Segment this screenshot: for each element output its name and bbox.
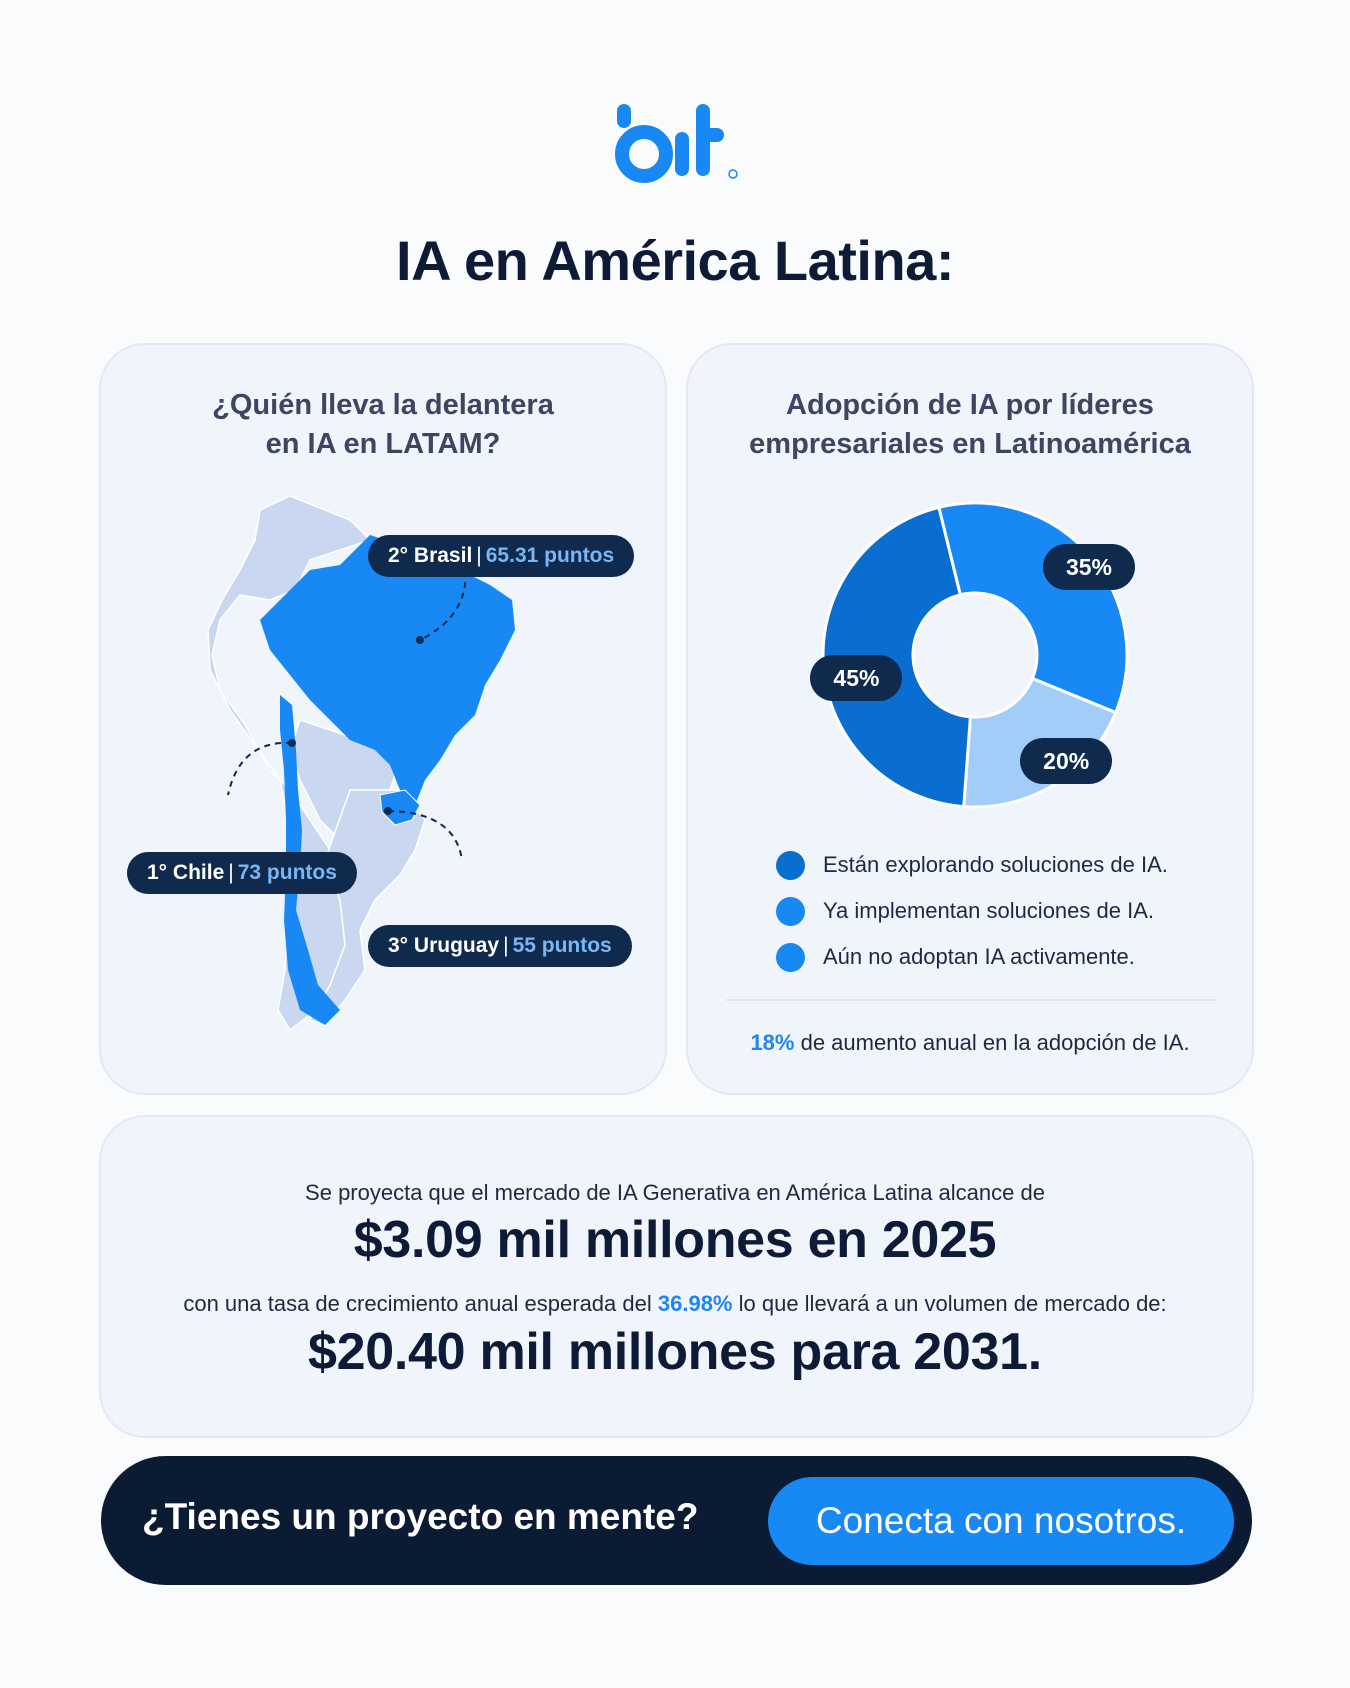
uruguay-connector: [387, 810, 463, 861]
donut-slice: [821, 505, 973, 809]
brazil-connector: [419, 538, 466, 641]
market-projection-card: [99, 1115, 1254, 1438]
uruguay-points: 55 puntos: [512, 934, 612, 957]
brazil-points: 65.31 puntos: [485, 544, 615, 567]
growth-pct: 18%: [750, 1030, 795, 1055]
legend-swatch: [776, 942, 805, 972]
donut-title-line2: empresariales en Latinoamérica: [749, 428, 1191, 460]
market-growth-text: con una tasa de crecimiento anual espera…: [0, 1291, 1350, 1317]
donut-slice-label: 20%: [1020, 738, 1113, 785]
bit-logo: [615, 104, 738, 183]
south-america-map: [207, 495, 515, 1032]
chile-points: 73 puntos: [237, 861, 337, 884]
market-growth-pct: 36.98%: [657, 1291, 733, 1316]
contact-button[interactable]: Conecta con nosotros.: [768, 1477, 1234, 1565]
market-growth-pre: con una tasa de crecimiento anual espera…: [183, 1291, 658, 1316]
legend-label: Ya implementan soluciones de IA.: [823, 898, 1154, 923]
donut-legend: Están explorando soluciones de IA. Ya im…: [776, 842, 1168, 980]
legend-swatch: [776, 850, 805, 880]
uruguay-rank: 3° Uruguay: [388, 934, 500, 957]
donut-divider: [726, 999, 1216, 1001]
legend-swatch: [776, 896, 805, 926]
donut-card-title: Adopción de IA por líderes empresariales…: [686, 386, 1254, 464]
map-argentina: [308, 789, 426, 1026]
market-intro-text: Se proyecta que el mercado de IA Generat…: [305, 1180, 1045, 1205]
map-title-line1: ¿Quién lleva la delantera: [212, 389, 554, 421]
legend-item: Están explorando soluciones de IA.: [776, 842, 1168, 888]
map-card-title: ¿Quién lleva la delantera en IA en LATAM…: [99, 386, 667, 464]
map-chile: [280, 695, 340, 1025]
growth-caption: de aumento anual en la adopción de IA.: [794, 1030, 1190, 1055]
brazil-rank: 2° Brasil: [388, 544, 473, 567]
legend-item: Ya implementan soluciones de IA.: [776, 888, 1168, 934]
donut-slice-label: 45%: [810, 654, 903, 701]
legend-label: Aún no adoptan IA activamente.: [823, 944, 1135, 969]
ranking-chile-pill: 1° Chile | 73 puntos: [127, 852, 357, 894]
donut-title-line1: Adopción de IA por líderes: [786, 389, 1154, 421]
map-title-line2: en IA en LATAM?: [265, 428, 501, 460]
cta-question: ¿Tienes un proyecto en mente?: [142, 1496, 699, 1537]
market-2025-value: $3.09 mil millones en 2025: [353, 1211, 997, 1269]
adoption-growth-text: 18% de aumento anual en la adopción de I…: [686, 1030, 1254, 1056]
market-2031-value: $20.40 mil millones para 2031.: [308, 1323, 1042, 1381]
page-title: IA en América Latina:: [396, 229, 954, 292]
market-growth-post: lo que llevará a un volumen de mercado d…: [732, 1291, 1167, 1316]
donut-slice-label: 35%: [1043, 543, 1135, 590]
ranking-uruguay-pill: 3° Uruguay | 55 puntos: [368, 925, 632, 967]
ranking-brazil-pill: 2° Brasil | 65.31 puntos: [368, 535, 635, 577]
chile-connector: [227, 741, 293, 796]
map-uruguay: [379, 789, 421, 826]
legend-label: Están explorando soluciones de IA.: [823, 852, 1168, 877]
chile-rank: 1° Chile: [147, 861, 225, 884]
map-brazil: [260, 535, 515, 805]
legend-item: Aún no adoptan IA activamente.: [776, 934, 1168, 980]
